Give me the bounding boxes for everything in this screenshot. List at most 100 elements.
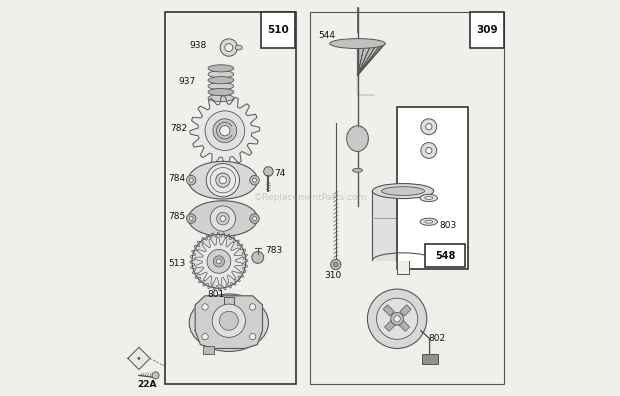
Polygon shape — [358, 44, 365, 75]
Bar — [471, 12, 504, 48]
Circle shape — [213, 119, 237, 143]
Bar — [310, 12, 504, 384]
Ellipse shape — [188, 161, 257, 199]
Circle shape — [252, 178, 257, 182]
Bar — [383, 305, 394, 316]
Ellipse shape — [189, 294, 268, 352]
Text: ©ReplacementParts.com: ©ReplacementParts.com — [254, 194, 366, 202]
Text: 783: 783 — [265, 246, 282, 255]
Polygon shape — [358, 44, 385, 75]
Circle shape — [330, 259, 341, 270]
Circle shape — [192, 234, 246, 288]
Circle shape — [210, 206, 236, 231]
Polygon shape — [397, 261, 409, 274]
Text: 513: 513 — [168, 259, 185, 268]
Circle shape — [187, 214, 196, 223]
Circle shape — [189, 178, 193, 182]
Circle shape — [202, 304, 208, 310]
Text: 782: 782 — [170, 124, 187, 133]
Circle shape — [334, 262, 338, 267]
Ellipse shape — [330, 39, 385, 49]
Text: 310: 310 — [324, 271, 341, 280]
Ellipse shape — [353, 168, 363, 172]
Ellipse shape — [347, 126, 368, 152]
Circle shape — [252, 217, 257, 221]
Circle shape — [421, 119, 436, 135]
Polygon shape — [358, 44, 371, 75]
Polygon shape — [358, 44, 384, 75]
Bar — [400, 305, 411, 316]
Bar — [166, 12, 296, 384]
Text: 74: 74 — [275, 169, 286, 177]
Polygon shape — [128, 347, 150, 369]
Bar — [399, 320, 410, 331]
Text: 803: 803 — [440, 221, 457, 230]
Circle shape — [421, 143, 436, 158]
Circle shape — [368, 289, 427, 348]
Bar — [397, 107, 468, 269]
Circle shape — [216, 259, 221, 264]
Polygon shape — [190, 96, 260, 166]
Circle shape — [249, 333, 255, 340]
Text: 937: 937 — [178, 77, 195, 86]
Ellipse shape — [208, 88, 234, 95]
Circle shape — [207, 249, 231, 273]
Circle shape — [187, 175, 196, 185]
Circle shape — [391, 312, 404, 325]
Text: 801: 801 — [207, 290, 224, 299]
Circle shape — [249, 304, 255, 310]
Ellipse shape — [208, 82, 234, 89]
Text: 22A: 22A — [137, 380, 156, 388]
Circle shape — [252, 251, 264, 263]
Circle shape — [225, 44, 232, 51]
Ellipse shape — [373, 184, 434, 199]
Circle shape — [219, 311, 238, 330]
Bar — [384, 320, 396, 331]
Polygon shape — [195, 296, 262, 348]
Text: 544: 544 — [319, 31, 336, 40]
Circle shape — [213, 256, 224, 267]
Ellipse shape — [381, 187, 425, 196]
Circle shape — [220, 216, 226, 221]
Circle shape — [202, 333, 208, 340]
Ellipse shape — [420, 218, 438, 225]
Ellipse shape — [208, 70, 234, 78]
Polygon shape — [190, 232, 248, 290]
Circle shape — [250, 175, 259, 185]
Bar — [260, 12, 295, 48]
Circle shape — [219, 126, 230, 136]
Polygon shape — [358, 44, 381, 75]
Circle shape — [212, 304, 246, 337]
Polygon shape — [358, 44, 381, 75]
Ellipse shape — [420, 194, 438, 202]
Polygon shape — [358, 44, 365, 75]
Bar — [203, 346, 214, 354]
Text: 309: 309 — [476, 25, 498, 35]
Text: 802: 802 — [429, 334, 446, 343]
Circle shape — [426, 147, 432, 154]
Ellipse shape — [235, 45, 242, 50]
Ellipse shape — [208, 76, 234, 84]
Text: 785: 785 — [168, 212, 185, 221]
Text: 548: 548 — [435, 251, 455, 261]
Circle shape — [216, 212, 229, 225]
Circle shape — [216, 173, 230, 187]
Circle shape — [264, 167, 273, 176]
Circle shape — [394, 316, 401, 322]
Circle shape — [206, 164, 239, 197]
Ellipse shape — [208, 65, 234, 72]
Polygon shape — [195, 238, 242, 285]
Polygon shape — [358, 44, 385, 75]
Bar — [224, 297, 234, 327]
Polygon shape — [358, 44, 371, 75]
Text: 510: 510 — [267, 25, 288, 35]
Text: 784: 784 — [168, 174, 185, 183]
Circle shape — [189, 217, 193, 221]
Circle shape — [138, 357, 140, 360]
Circle shape — [152, 372, 159, 379]
Polygon shape — [373, 191, 434, 261]
Ellipse shape — [188, 201, 257, 236]
Circle shape — [250, 214, 259, 223]
Polygon shape — [358, 40, 385, 95]
Ellipse shape — [425, 220, 433, 223]
